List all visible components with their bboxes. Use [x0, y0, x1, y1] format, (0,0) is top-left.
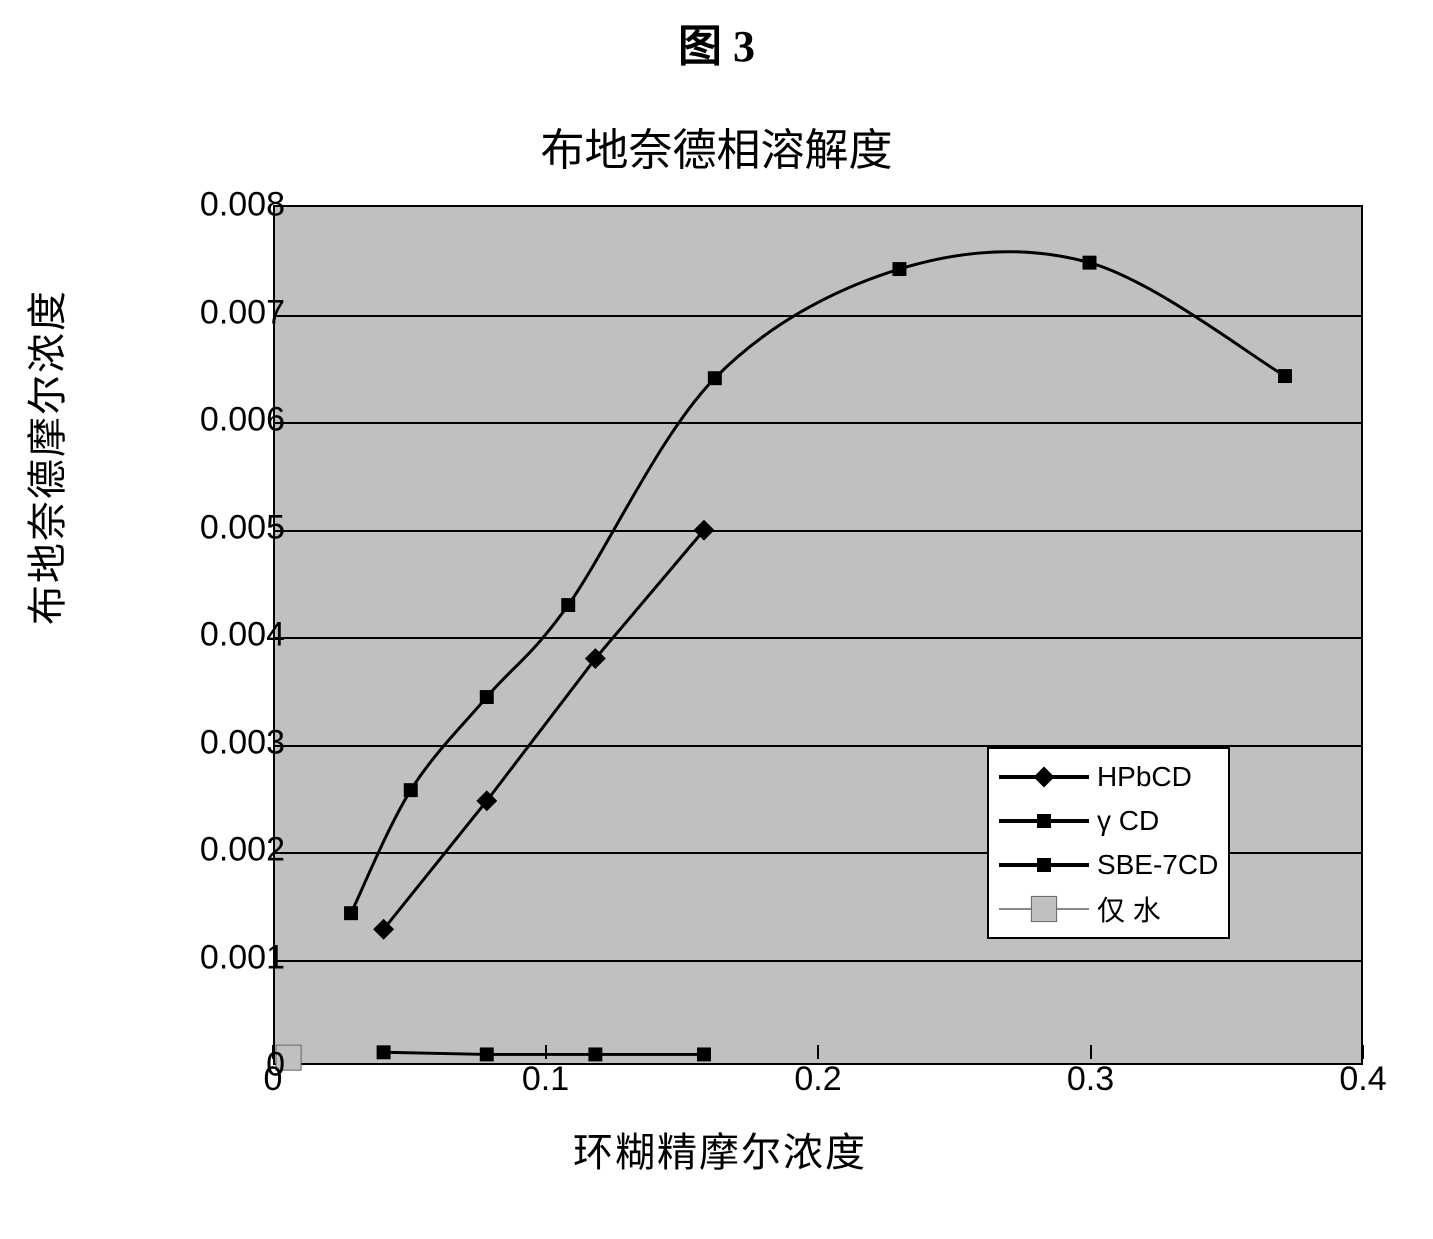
y-tick-label: 0.006 — [145, 401, 285, 440]
data-marker — [1083, 256, 1097, 270]
y-tick-label: 0.007 — [145, 293, 285, 332]
legend-swatch — [999, 894, 1089, 924]
y-tick-label: 0.008 — [145, 186, 285, 225]
gridline — [275, 315, 1361, 317]
chart-area: 布地奈德摩尔浓度 环糊精摩尔浓度 HPbCDγ CDSBE-7CD仅 水 00.… — [55, 185, 1385, 1225]
gridline — [275, 637, 1361, 639]
x-tick-mark — [1362, 1045, 1364, 1059]
x-tick-mark — [272, 1045, 274, 1059]
data-marker — [708, 371, 722, 385]
data-marker — [561, 598, 575, 612]
x-tick-label: 0.3 — [1041, 1060, 1141, 1099]
legend-label: SBE-7CD — [1097, 849, 1218, 881]
legend-label: 仅 水 — [1097, 889, 1161, 929]
data-marker — [892, 262, 906, 276]
legend-swatch — [999, 806, 1089, 836]
data-marker — [404, 783, 418, 797]
x-tick-label: 0.1 — [496, 1060, 596, 1099]
y-tick-label: 0.001 — [145, 938, 285, 977]
data-marker — [480, 1047, 494, 1061]
legend-item: 仅 水 — [999, 887, 1218, 931]
figure-label: 图 3 — [0, 0, 1433, 74]
data-marker — [697, 1047, 711, 1061]
chart-title: 布地奈德相溶解度 — [0, 74, 1433, 178]
data-marker — [480, 690, 494, 704]
gridline — [275, 422, 1361, 424]
data-marker — [377, 1045, 391, 1059]
legend-label: HPbCD — [1097, 761, 1192, 793]
y-tick-label: 0.004 — [145, 616, 285, 655]
x-tick-mark — [545, 1045, 547, 1059]
series-line — [384, 530, 704, 929]
x-tick-label: 0.2 — [768, 1060, 868, 1099]
x-tick-label: 0 — [223, 1060, 323, 1099]
x-tick-mark — [817, 1045, 819, 1059]
y-tick-label: 0.005 — [145, 508, 285, 547]
legend-swatch — [999, 762, 1089, 792]
gridline — [275, 960, 1361, 962]
legend: HPbCD γ CD SBE-7CD 仅 水 — [987, 747, 1230, 939]
x-tick-mark — [1090, 1045, 1092, 1059]
legend-item: HPbCD — [999, 755, 1218, 799]
legend-swatch — [999, 850, 1089, 880]
legend-item: γ CD — [999, 799, 1218, 843]
y-tick-label: 0.003 — [145, 723, 285, 762]
x-tick-label: 0.4 — [1313, 1060, 1413, 1099]
legend-label: γ CD — [1097, 805, 1159, 837]
data-marker — [1278, 369, 1292, 383]
data-marker — [344, 906, 358, 920]
x-axis-title: 环糊精摩尔浓度 — [55, 1120, 1385, 1178]
y-axis-title: 布地奈德摩尔浓度 — [15, 289, 73, 625]
legend-item: SBE-7CD — [999, 843, 1218, 887]
gridline — [275, 530, 1361, 532]
y-tick-label: 0.002 — [145, 831, 285, 870]
